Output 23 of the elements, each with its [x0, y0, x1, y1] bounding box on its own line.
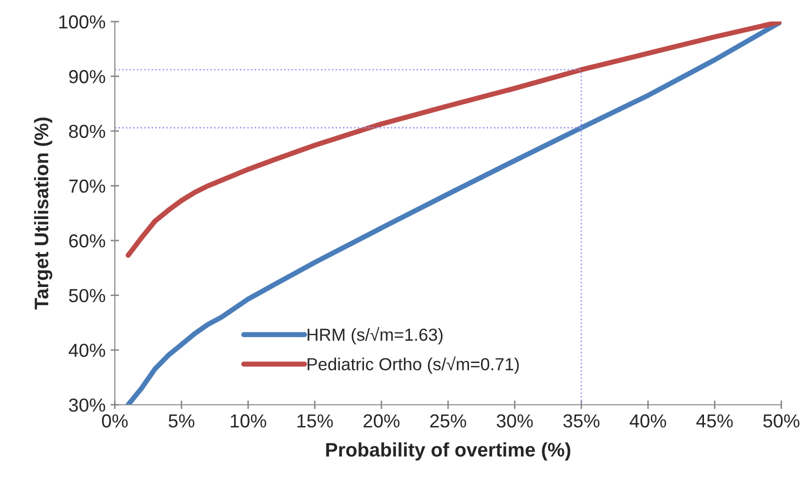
x-axis-title: Probability of overtime (%) [326, 442, 570, 460]
x-tick-label: 5% [168, 414, 194, 428]
x-tick-label: 30% [496, 414, 533, 428]
legend-label: HRM (s/√m=1.63) [308, 326, 443, 344]
x-tick-label: 20% [364, 414, 400, 428]
x-tick-label: 45% [696, 414, 733, 428]
y-tick-label: 80% [69, 124, 106, 138]
y-tick-label: 30% [68, 398, 106, 412]
y-tick-label: 70% [69, 179, 106, 193]
x-tick-label: 15% [297, 414, 333, 428]
y-tick-label: 60% [69, 234, 106, 248]
y-axis-title: Target Utilisation (%) [34, 118, 52, 310]
x-tick-label: 40% [630, 414, 666, 428]
x-tick-label: 10% [230, 414, 266, 428]
y-tick-label: 90% [69, 70, 106, 84]
y-tick-label: 50% [69, 288, 106, 302]
y-tick-label: 100% [59, 15, 106, 29]
y-tick-label: 40% [68, 344, 106, 357]
x-tick-label: 0% [102, 414, 128, 428]
x-tick-label: 35% [563, 414, 600, 428]
x-tick-label: 50% [763, 414, 800, 428]
legend-label: Pediatric Ortho (s/√m=0.71) [308, 356, 519, 374]
x-tick-label: 25% [430, 414, 466, 428]
